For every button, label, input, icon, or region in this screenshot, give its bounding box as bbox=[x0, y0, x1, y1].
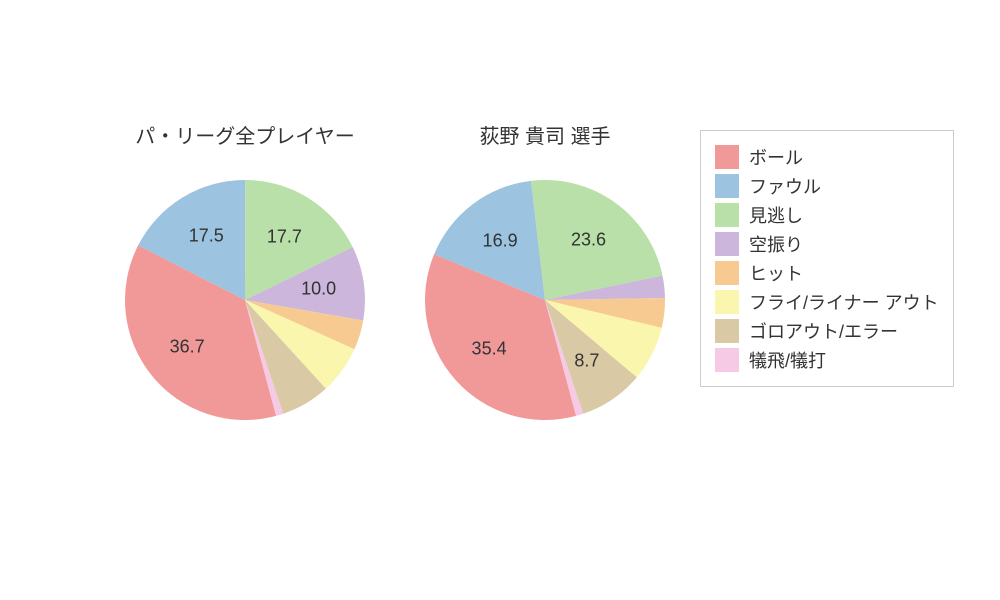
legend: ボールファウル見逃し空振りヒットフライ/ライナー アウトゴロアウト/エラー犠飛/… bbox=[700, 130, 954, 387]
legend-item-groundout: ゴロアウト/エラー bbox=[715, 318, 939, 344]
legend-item-flyout: フライ/ライナー アウト bbox=[715, 289, 939, 315]
legend-swatch-sac bbox=[715, 348, 739, 372]
legend-item-sac: 犠飛/犠打 bbox=[715, 347, 939, 373]
legend-swatch-flyout bbox=[715, 290, 739, 314]
legend-label: 空振り bbox=[749, 231, 803, 257]
pie-player bbox=[425, 180, 665, 420]
legend-swatch-look bbox=[715, 203, 739, 227]
pie-league bbox=[125, 180, 365, 420]
legend-label: ボール bbox=[749, 144, 803, 170]
legend-swatch-ball bbox=[715, 145, 739, 169]
legend-label: ファウル bbox=[749, 173, 821, 199]
legend-item-ball: ボール bbox=[715, 144, 939, 170]
chart-title-league: パ・リーグ全プレイヤー bbox=[115, 120, 375, 149]
legend-label: フライ/ライナー アウト bbox=[749, 289, 939, 315]
legend-label: 見逃し bbox=[749, 202, 803, 228]
legend-label: 犠飛/犠打 bbox=[749, 347, 826, 373]
chart-stage: パ・リーグ全プレイヤー36.717.517.710.0荻野 貴司 選手35.41… bbox=[0, 0, 1000, 600]
legend-swatch-groundout bbox=[715, 319, 739, 343]
legend-item-swing: 空振り bbox=[715, 231, 939, 257]
legend-swatch-swing bbox=[715, 232, 739, 256]
legend-item-look: 見逃し bbox=[715, 202, 939, 228]
legend-label: ゴロアウト/エラー bbox=[749, 318, 898, 344]
legend-label: ヒット bbox=[749, 260, 803, 286]
chart-title-player: 荻野 貴司 選手 bbox=[415, 120, 675, 149]
legend-swatch-foul bbox=[715, 174, 739, 198]
legend-item-hit: ヒット bbox=[715, 260, 939, 286]
legend-item-foul: ファウル bbox=[715, 173, 939, 199]
legend-swatch-hit bbox=[715, 261, 739, 285]
